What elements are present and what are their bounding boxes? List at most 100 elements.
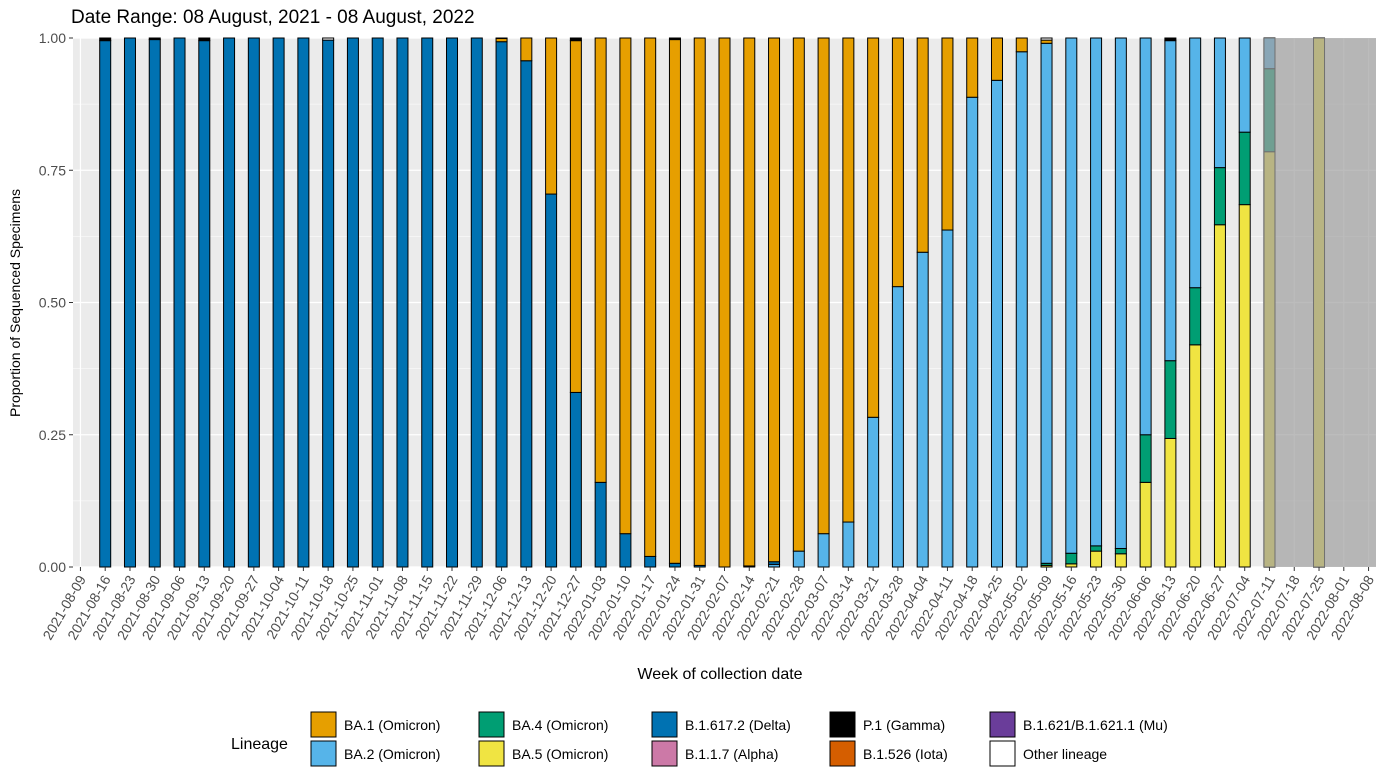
bar-segment (1213, 37, 1226, 169)
bar-segment (1065, 552, 1078, 565)
bar-segment (346, 37, 359, 568)
bar-segment (668, 562, 681, 568)
bar-segment (792, 550, 805, 568)
bar-stack (247, 37, 260, 568)
bar-stack (1164, 37, 1177, 568)
bar-segment (1238, 131, 1251, 206)
bar-segment (396, 37, 409, 568)
bar-stack (1238, 37, 1251, 568)
y-tick-label: 0.75 (39, 162, 66, 178)
y-axis-title: Proportion of Sequenced Specimens (7, 189, 23, 417)
legend-label: BA.4 (Omicron) (512, 717, 608, 733)
bar-stack (545, 37, 558, 568)
bar-segment (520, 60, 533, 568)
legend-key (989, 740, 1016, 767)
bar-segment (1090, 550, 1103, 568)
legend-item: BA.4 (Omicron) (478, 711, 608, 738)
bar-segment (1090, 545, 1103, 552)
bar-segment (247, 37, 260, 568)
bar-segment (569, 40, 582, 393)
bar-stack (322, 37, 335, 568)
bar-segment (792, 37, 805, 552)
bar-segment (990, 79, 1003, 568)
bar-segment (569, 37, 582, 42)
bar-stack (1015, 37, 1028, 568)
bar-stack (123, 37, 136, 568)
bar-segment (1015, 51, 1028, 568)
bar-stack (916, 37, 929, 568)
legend-key (989, 711, 1016, 738)
bar-segment (941, 37, 954, 231)
bar-stack (941, 37, 954, 568)
bar-stack (148, 37, 161, 568)
bar-segment (693, 37, 706, 566)
bar-segment (966, 96, 979, 568)
shaded-region (1262, 38, 1376, 567)
legend-label: B.1.526 (Iota) (863, 746, 948, 762)
bar-stack (99, 37, 112, 568)
bar-segment (966, 37, 979, 98)
bar-stack (594, 37, 607, 568)
legend-item: P.1 (Gamma) (829, 711, 945, 738)
bar-segment (1065, 37, 1078, 554)
bar-segment (1189, 37, 1202, 289)
bar-stack (693, 37, 706, 568)
bar-segment (1238, 204, 1251, 568)
bar-stack (792, 37, 805, 568)
legend-key (651, 740, 678, 767)
bar-stack (446, 37, 459, 568)
legend-label: BA.2 (Omicron) (344, 746, 440, 762)
bar-segment (272, 37, 285, 568)
bar-stack (198, 37, 211, 568)
bar-stack (1090, 37, 1103, 568)
bar-segment (817, 37, 830, 535)
x-axis-title: Week of collection date (637, 666, 802, 683)
legend-key (651, 711, 678, 738)
bar-segment (891, 286, 904, 568)
bar-segment (495, 41, 508, 568)
y-tick-label: 0.00 (39, 559, 66, 575)
bar-stack (668, 37, 681, 568)
y-tick-label: 0.50 (39, 295, 66, 311)
bar-segment (1189, 287, 1202, 346)
legend-label: Other lineage (1023, 746, 1107, 762)
bar-segment (123, 37, 136, 568)
bar-stack (891, 37, 904, 568)
legend-label: B.1.617.2 (Delta) (685, 717, 791, 733)
bar-segment (1139, 434, 1152, 483)
bar-stack (371, 37, 384, 568)
bar-segment (446, 37, 459, 568)
bar-stack (990, 37, 1003, 568)
legend-label: P.1 (Gamma) (863, 717, 945, 733)
bar-segment (1189, 344, 1202, 568)
bar-stack (1065, 37, 1078, 568)
bar-stack (619, 37, 632, 568)
bar-segment (1213, 167, 1226, 226)
legend-key (310, 740, 337, 767)
bar-stack (569, 37, 582, 568)
bar-segment (1139, 481, 1152, 568)
bar-segment (916, 37, 929, 253)
bar-segment (1090, 37, 1103, 547)
legend-key (829, 740, 856, 767)
bar-stack (223, 37, 236, 568)
bar-segment (867, 37, 880, 418)
bar-segment (545, 37, 558, 195)
bar-segment (1139, 37, 1152, 436)
bar-segment (99, 37, 112, 42)
bar-segment (867, 416, 880, 568)
bar-stack (644, 37, 657, 568)
bar-segment (495, 37, 508, 40)
bar-segment (1164, 40, 1177, 362)
bar-stack (346, 37, 359, 568)
bar-segment (371, 37, 384, 568)
legend-item: B.1.526 (Iota) (829, 740, 948, 767)
bar-segment (1015, 37, 1028, 53)
bar-segment (470, 37, 483, 568)
legend-item: BA.5 (Omicron) (478, 740, 608, 767)
legend-item: Other lineage (989, 740, 1107, 767)
legend-key (478, 711, 505, 738)
bar-stack (272, 37, 285, 568)
bar-segment (916, 251, 929, 568)
